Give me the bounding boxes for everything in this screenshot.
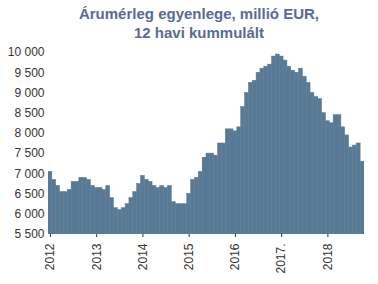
svg-text:5 500: 5 500 — [14, 227, 44, 241]
svg-text:2017.: 2017. — [274, 244, 288, 274]
svg-text:8 500: 8 500 — [14, 106, 44, 120]
svg-text:2015: 2015 — [182, 243, 196, 270]
svg-text:6 500: 6 500 — [14, 187, 44, 201]
svg-text:9 500: 9 500 — [14, 66, 44, 80]
svg-text:2016: 2016 — [228, 243, 242, 270]
svg-text:2018: 2018 — [321, 243, 335, 270]
html-text:Árumérleg egyenlege, millió EU: Árumérleg egyenlege, millió EUR, 12 havi… — [79, 5, 319, 41]
svg-text:10 000: 10 000 — [8, 45, 45, 59]
svg-text:2012: 2012 — [43, 243, 57, 270]
svg-text:7 500: 7 500 — [14, 146, 44, 160]
svg-text:6 000: 6 000 — [14, 207, 44, 221]
svg-text:7 000: 7 000 — [14, 167, 44, 181]
svg-text:2014: 2014 — [136, 243, 150, 270]
svg-text:2013: 2013 — [90, 243, 104, 270]
svg-text:8 000: 8 000 — [14, 126, 44, 140]
svg-text:9 000: 9 000 — [14, 86, 44, 100]
